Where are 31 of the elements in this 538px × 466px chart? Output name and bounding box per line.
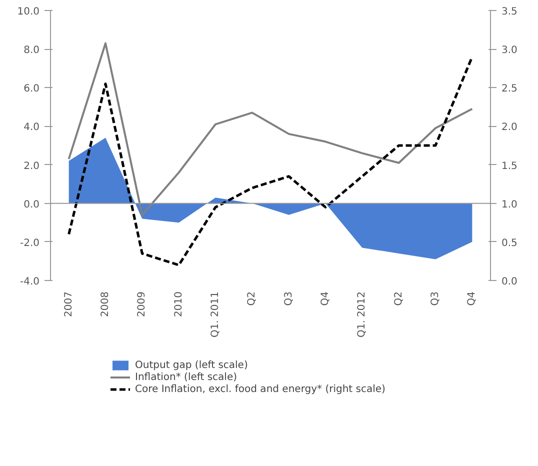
y2-tick-label: 1.5 [502,160,518,172]
x-tick-label: Q2 [246,292,258,306]
y2-tick-label: 3.0 [502,45,518,56]
x-tick-label: 2007 [63,291,74,317]
y-tick-label: 4.0 [24,122,40,134]
x-tick-label: Q4 [466,292,478,306]
y-tick-label: 2.0 [24,160,40,172]
y2-tick-label: 2.5 [502,84,518,95]
x-tick-label: Q4 [320,292,331,306]
legend-label: Inflation* (left scale) [135,371,237,383]
x-tick-label: Q1. 2012 [356,291,368,338]
y-tick-label: 0.0 [24,199,40,210]
y-tick-label: 8.0 [24,45,40,56]
y2-tick-label: 0.5 [502,238,518,249]
y-tick-label: 10.0 [17,6,40,18]
y2-tick-label: 3.5 [502,6,518,18]
x-tick-label: Q3 [283,292,294,306]
x-tick-label: 2009 [136,291,148,317]
y2-tick-label: 2.0 [502,122,518,134]
y-tick-label: -4.0 [20,276,40,288]
x-tick-label: 2010 [173,291,184,317]
x-tick-label: 2008 [100,291,111,317]
legend-label: Output gap (left scale) [135,359,248,371]
y-tick-label: 6.0 [24,84,40,95]
x-tick-label: Q2 [393,292,404,306]
y2-tick-label: 0.0 [502,276,518,288]
x-tick-label: Q1. 2011 [210,291,221,338]
legend-label: Core Inflation, excl. food and energy* (right scale) [135,383,386,395]
y2-tick-label: 1.0 [502,199,518,210]
y-tick-label: -2.0 [20,238,40,249]
x-tick-label: Q3 [430,292,441,306]
